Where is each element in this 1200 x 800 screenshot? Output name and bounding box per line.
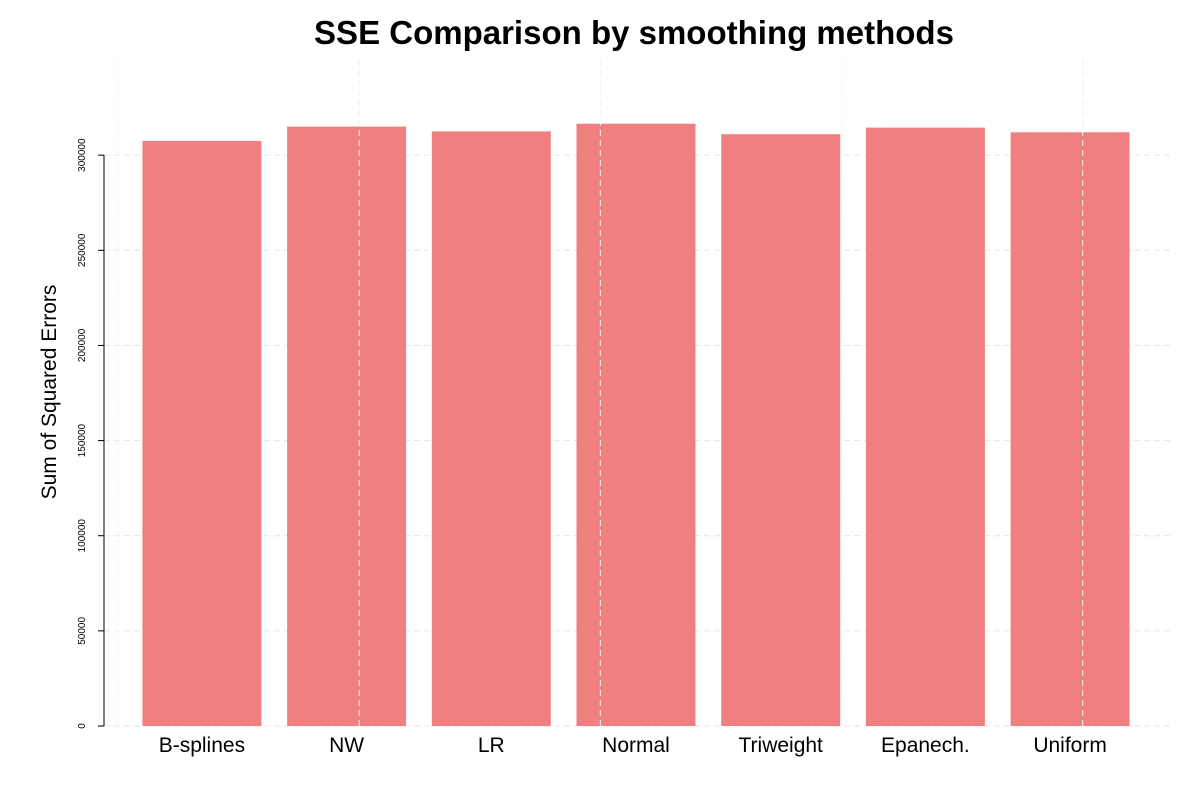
x-axis-tick-labels: B-splines NW LR Normal Triweight Epanech. Unif… bbox=[159, 734, 1107, 757]
y-tick-label: 50000 bbox=[77, 617, 88, 645]
y-tick-label: 250000 bbox=[77, 233, 88, 267]
y-axis-label: Sum of Squared Errors bbox=[38, 285, 61, 500]
x-tick-label: Triweight bbox=[738, 734, 823, 757]
bars bbox=[142, 123, 1130, 727]
bar-uniform bbox=[1010, 132, 1130, 727]
bar-b-splines bbox=[142, 140, 262, 726]
y-tick-label: 100000 bbox=[77, 519, 88, 553]
y-tick-label: 0 bbox=[77, 723, 88, 729]
y-tick-label: 200000 bbox=[77, 328, 88, 362]
x-tick-label: Normal bbox=[602, 734, 670, 757]
vertical-gridlines-overlay bbox=[117, 60, 1084, 726]
x-tick-label: Epanech. bbox=[881, 734, 970, 757]
bar-triweight bbox=[721, 134, 841, 726]
bar-nw bbox=[287, 126, 407, 727]
y-tick-label: 150000 bbox=[77, 423, 88, 457]
bar-normal bbox=[576, 123, 696, 726]
x-tick-label: NW bbox=[329, 734, 364, 757]
y-tick-label: 300000 bbox=[77, 138, 88, 172]
x-tick-label: LR bbox=[478, 734, 505, 757]
x-tick-label: Uniform bbox=[1033, 734, 1107, 757]
y-axis: 0 50000 100000 150000 200000 250000 300000 bbox=[77, 138, 105, 729]
bar-lr bbox=[431, 131, 551, 726]
chart-title: SSE Comparison by smoothing methods bbox=[314, 14, 954, 51]
bar-epanech bbox=[865, 127, 985, 727]
x-tick-label: B-splines bbox=[159, 734, 245, 757]
